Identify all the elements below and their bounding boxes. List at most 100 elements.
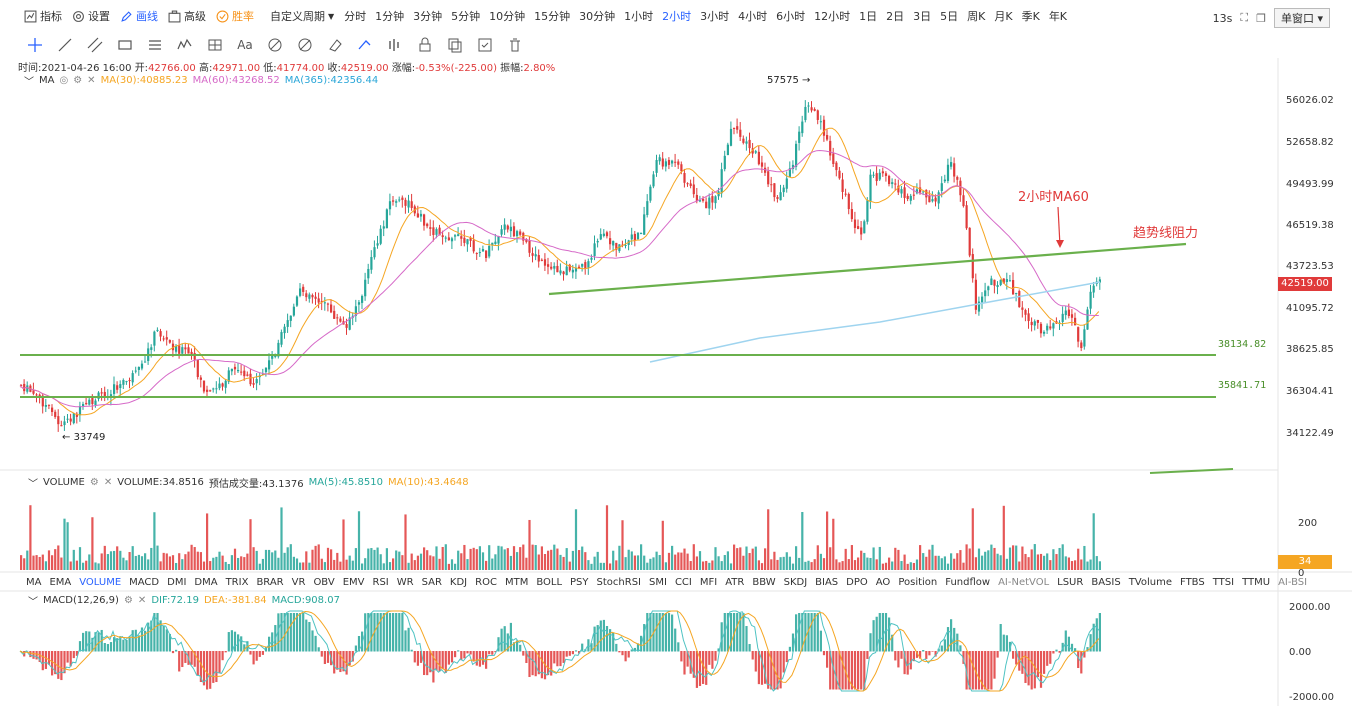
crosshair-icon[interactable] — [26, 36, 44, 54]
trendline-annotation[interactable]: 趋势线阻力 — [1133, 226, 1199, 241]
indicator-tab[interactable]: ATR — [725, 577, 745, 588]
period-option[interactable]: 10分钟 — [489, 10, 526, 23]
indicator-tab[interactable]: KDJ — [449, 577, 468, 588]
indicator-tab[interactable]: EMV — [342, 577, 365, 588]
magnet-icon[interactable] — [356, 36, 374, 54]
indicator-tab[interactable]: ROC — [475, 577, 497, 588]
indicator-tab[interactable]: DMA — [194, 577, 218, 588]
draw-button[interactable]: 画线 — [120, 8, 158, 24]
window-mode-dropdown[interactable]: 单窗口 ▾ — [1273, 8, 1330, 28]
settings-button[interactable]: 设置 — [72, 8, 110, 24]
indicator-tab[interactable]: RSI — [372, 577, 389, 588]
indicator-tab[interactable]: Position — [898, 577, 938, 588]
save-icon[interactable] — [476, 36, 494, 54]
indicator-tab[interactable]: DMI — [167, 577, 187, 588]
indicator-tab[interactable]: StochRSI — [596, 577, 641, 588]
indicator-tab[interactable]: TTSI — [1212, 577, 1235, 588]
collapse-icon[interactable]: ﹀ — [28, 597, 38, 608]
winrate-button[interactable]: 胜率 — [216, 8, 254, 24]
indicator-tab[interactable]: AI-NetVOL — [998, 577, 1050, 588]
period-option[interactable]: 周K — [967, 10, 986, 23]
indicator-tab[interactable]: BASIS — [1091, 577, 1121, 588]
period-option[interactable]: 分时 — [344, 10, 367, 23]
indicator-tab[interactable]: Fundflow — [945, 577, 991, 588]
channel-icon[interactable] — [86, 36, 104, 54]
indicator-tab[interactable]: TRIX — [225, 577, 249, 588]
gear-icon[interactable]: ⚙ — [73, 75, 83, 86]
trendline-bottom[interactable] — [1149, 468, 1234, 474]
indicator-tab[interactable]: DPO — [846, 577, 868, 588]
gear-icon[interactable]: ⚙ — [123, 595, 133, 606]
period-option[interactable]: 15分钟 — [534, 10, 571, 23]
indicator-tab[interactable]: MACD — [129, 577, 160, 588]
period-option[interactable]: 2日 — [886, 10, 905, 23]
indicator-tab[interactable]: BBW — [752, 577, 776, 588]
wave-icon[interactable] — [176, 36, 194, 54]
indicator-tab[interactable]: SAR — [421, 577, 442, 588]
collapse-icon[interactable]: ﹀ — [24, 77, 34, 88]
indicator-tab[interactable]: SKDJ — [783, 577, 808, 588]
period-option[interactable]: 1小时 — [624, 10, 654, 23]
custom-period-dropdown[interactable]: 自定义周期 ▼ — [270, 10, 335, 23]
indicator-tab[interactable]: EMA — [49, 577, 72, 588]
indicator-tab[interactable]: SMI — [649, 577, 667, 588]
trendline-resistance[interactable] — [548, 242, 1187, 296]
close-icon[interactable]: ✕ — [103, 477, 113, 488]
indicator-tab[interactable]: BIAS — [815, 577, 839, 588]
indicator-tab[interactable]: MTM — [504, 577, 529, 588]
period-option[interactable]: 1日 — [859, 10, 878, 23]
parallel-lines-icon[interactable] — [146, 36, 164, 54]
period-option[interactable]: 3分钟 — [413, 10, 443, 23]
indicator-tab[interactable]: VR — [291, 577, 306, 588]
text-tool-button[interactable]: Aa — [237, 38, 253, 52]
advanced-button[interactable]: 高级 — [168, 8, 206, 24]
period-option[interactable]: 5日 — [940, 10, 959, 23]
eye-icon[interactable]: ◎ — [59, 75, 69, 86]
copy-icon[interactable] — [446, 36, 464, 54]
indicator-tab[interactable]: MA — [26, 577, 42, 588]
indicator-tab[interactable]: BOLL — [536, 577, 563, 588]
indicator-tab[interactable]: PSY — [570, 577, 589, 588]
indicator-tab[interactable]: AI-BSI — [1278, 577, 1308, 588]
fullscreen-icon[interactable]: ⛶ — [1240, 11, 1249, 24]
indicator-tab[interactable]: WR — [396, 577, 414, 588]
period-option[interactable]: 12小时 — [814, 10, 851, 23]
period-option[interactable]: 2小时 — [662, 10, 692, 23]
indicator-tab[interactable]: FTBS — [1180, 577, 1205, 588]
rectangle-icon[interactable] — [116, 36, 134, 54]
delete-icon[interactable] — [506, 36, 524, 54]
window-icon[interactable]: ❐ — [1256, 11, 1266, 25]
measure-icon[interactable] — [206, 36, 224, 54]
eraser-icon[interactable] — [326, 36, 344, 54]
indicator-tab[interactable]: AO — [875, 577, 891, 588]
indicator-tab[interactable]: TTMU — [1242, 577, 1271, 588]
ma60-annotation[interactable]: 2小时MA60 — [1018, 190, 1089, 205]
fib-icon[interactable] — [266, 36, 284, 54]
period-option[interactable]: 5分钟 — [451, 10, 481, 23]
period-option[interactable]: 4小时 — [738, 10, 768, 23]
gear-icon[interactable]: ⚙ — [89, 477, 99, 488]
indicator-tab[interactable]: MFI — [699, 577, 718, 588]
period-option[interactable]: 3小时 — [700, 10, 730, 23]
period-option[interactable]: 月K — [994, 10, 1013, 23]
close-icon[interactable]: ✕ — [137, 595, 147, 606]
period-option[interactable]: 3日 — [913, 10, 932, 23]
indicator-tab[interactable]: TVolume — [1128, 577, 1172, 588]
period-option[interactable]: 季K — [1021, 10, 1040, 23]
bars-icon[interactable] — [386, 36, 404, 54]
trendline-icon[interactable] — [56, 36, 74, 54]
period-option[interactable]: 30分钟 — [579, 10, 616, 23]
hide-icon[interactable] — [296, 36, 314, 54]
indicators-button[interactable]: 指标 — [24, 8, 62, 24]
indicator-tab[interactable]: VOLUME — [79, 577, 122, 588]
lock-icon[interactable] — [416, 36, 434, 54]
period-option[interactable]: 1分钟 — [375, 10, 405, 23]
indicator-tab[interactable]: BRAR — [256, 577, 284, 588]
period-option[interactable]: 年K — [1048, 10, 1068, 23]
indicator-tab[interactable]: LSUR — [1057, 577, 1084, 588]
indicator-tab[interactable]: OBV — [313, 577, 335, 588]
period-option[interactable]: 6小时 — [776, 10, 806, 23]
close-icon[interactable]: ✕ — [87, 75, 96, 86]
collapse-icon[interactable]: ﹀ — [28, 479, 38, 490]
